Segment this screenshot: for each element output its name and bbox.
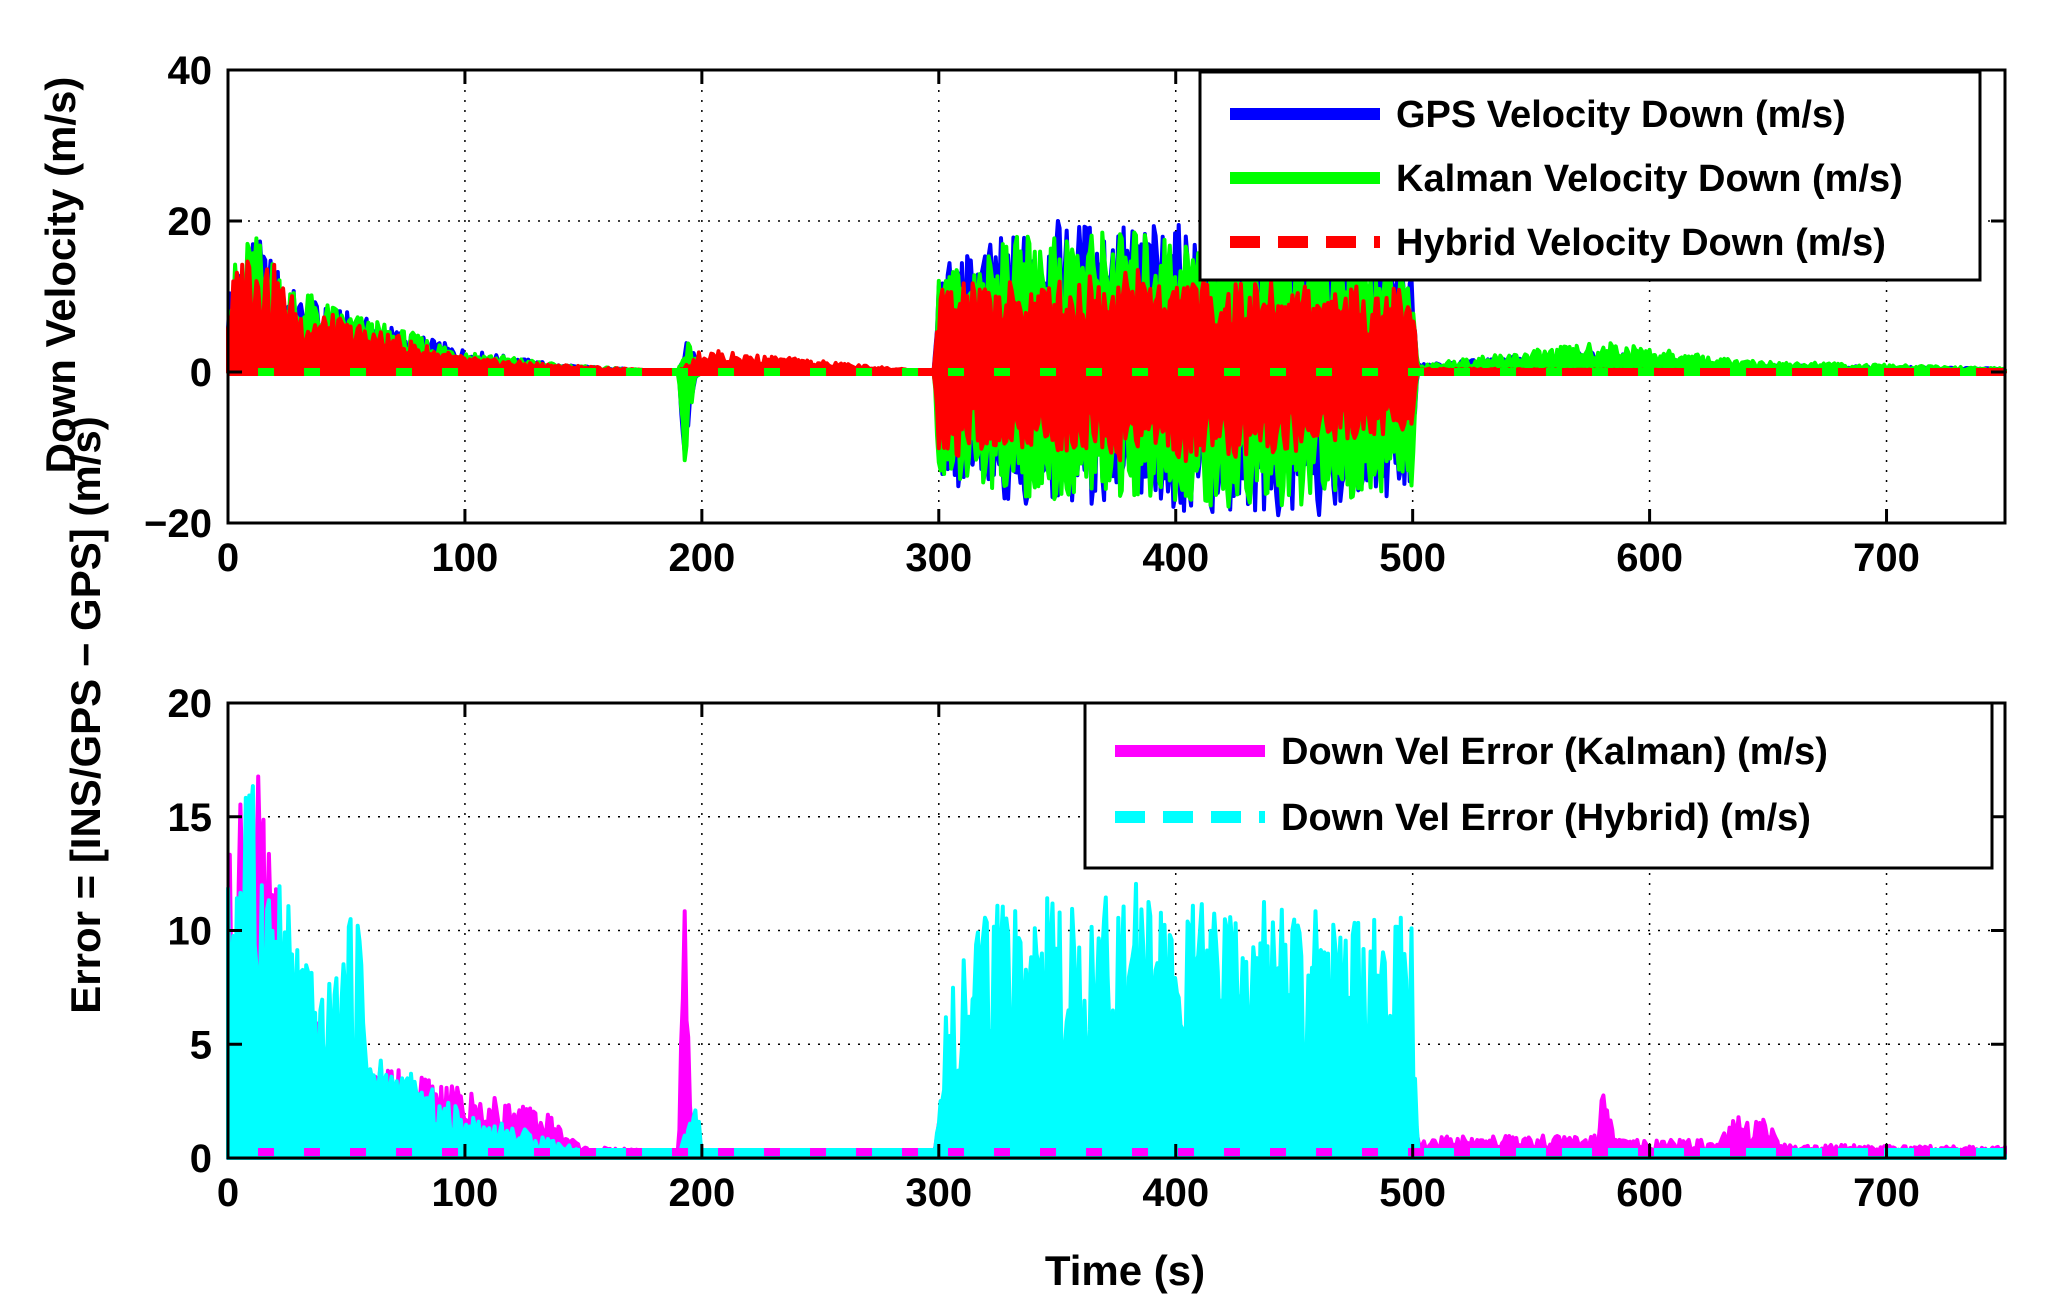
error-y-ticks: 0 5 10 15 20 (168, 682, 2005, 1181)
y-tick-label-2: 20 (168, 200, 213, 244)
velocity-axes-frame (226, 68, 2007, 525)
error-legend: Down Vel Error (Kalman) (m/s) Down Vel Er… (1083, 701, 1994, 870)
x-tick-label-0: 0 (217, 1171, 239, 1215)
y-tick-label-2: 10 (168, 910, 213, 954)
x-tick-label-400: 400 (1142, 1171, 1209, 1215)
velocity-x-ticks: 0 100 200 300 400 500 600 700 (217, 70, 1920, 580)
legend-box (1083, 701, 1994, 870)
x-tick-label-0: 0 (217, 536, 239, 580)
x-tick-label-500: 500 (1379, 536, 1446, 580)
x-tick-label-200: 200 (668, 536, 735, 580)
x-axis-label: Time (s) (1045, 1247, 1205, 1294)
legend-entry-2: Hybrid Velocity Down (m/s) (1396, 222, 1886, 264)
legend-entry-1: Kalman Velocity Down (m/s) (1396, 158, 1903, 200)
x-tick-label-700: 700 (1853, 536, 1920, 580)
x-tick-label-600: 600 (1616, 1171, 1683, 1215)
x-tick-label-300: 300 (905, 1171, 972, 1215)
legend-entry-0: GPS Velocity Down (m/s) (1396, 94, 1846, 136)
x-tick-label-500: 500 (1379, 1171, 1446, 1215)
velocity-legend: GPS Velocity Down (m/s) Kalman Velocity D… (1198, 70, 1982, 282)
error-x-ticks: 0 100 200 300 400 500 600 700 (217, 703, 1920, 1215)
y-tick-label-1: 5 (190, 1023, 212, 1067)
legend-entry-0: Down Vel Error (Kalman) (m/s) (1281, 731, 1828, 773)
y-tick-label-0: 0 (190, 1137, 212, 1181)
x-tick-label-400: 400 (1142, 536, 1209, 580)
velocity-y-axis-label: Down Velocity (m/s) (37, 77, 84, 474)
y-tick-label-4: 20 (168, 682, 213, 726)
x-tick-label-700: 700 (1853, 1171, 1920, 1215)
y-tick-label-0: −20 (144, 502, 212, 546)
y-tick-label-3: 15 (168, 796, 213, 840)
legend-entry-1: Down Vel Error (Hybrid) (m/s) (1281, 797, 1811, 839)
x-tick-label-300: 300 (905, 536, 972, 580)
y-tick-label-3: 40 (168, 49, 213, 93)
x-tick-label-600: 600 (1616, 536, 1683, 580)
error-plot: 0 100 200 300 400 500 600 700 0 5 10 15 20 Error = … (62, 416, 2007, 1294)
y-tick-label-1: 0 (190, 351, 212, 395)
x-tick-label-100: 100 (432, 1171, 499, 1215)
x-tick-label-200: 200 (668, 1171, 735, 1215)
velocity-y-ticks: −20 0 20 40 (144, 49, 2005, 546)
error-y-axis-label: Error = [INS/GPS − GPS] (m/s) (62, 416, 109, 1014)
x-tick-label-100: 100 (432, 536, 499, 580)
